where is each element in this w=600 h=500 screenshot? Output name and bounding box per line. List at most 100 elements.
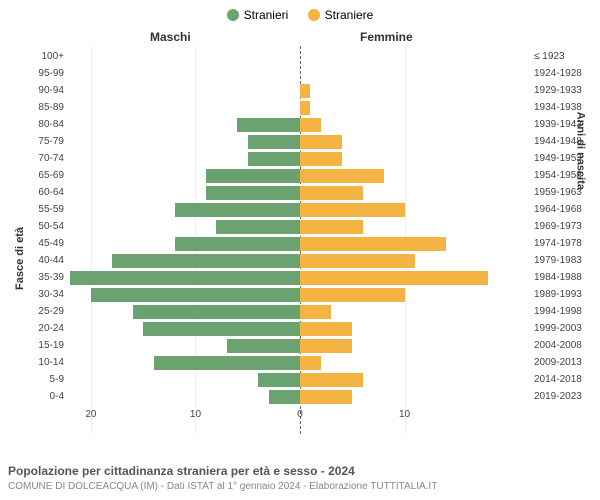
- pyramid-row: [70, 220, 530, 234]
- bar-female: [300, 288, 405, 302]
- y-label-right: 1974-1978: [534, 238, 596, 249]
- pyramid-row: [70, 169, 530, 183]
- y-label-right: 2004-2008: [534, 340, 596, 351]
- y-label-left: 0-4: [0, 391, 64, 402]
- bar-male: [237, 118, 300, 132]
- y-label-right: 1929-1933: [534, 85, 596, 96]
- bar-male: [143, 322, 300, 336]
- pyramid-row: [70, 186, 530, 200]
- bar-male: [133, 305, 300, 319]
- y-label-right: 2014-2018: [534, 374, 596, 385]
- y-label-left: 100+: [0, 51, 64, 62]
- y-label-left: 70-74: [0, 153, 64, 164]
- y-label-right: 1954-1958: [534, 170, 596, 181]
- bar-female: [300, 390, 352, 404]
- pyramid-row: [70, 390, 530, 404]
- bar-male: [112, 254, 300, 268]
- bar-female: [300, 322, 352, 336]
- column-header-female: Femmine: [360, 30, 413, 44]
- bar-female: [300, 101, 310, 115]
- bar-male: [269, 390, 300, 404]
- pyramid-row: [70, 101, 530, 115]
- pyramid-row: [70, 67, 530, 81]
- bar-female: [300, 339, 352, 353]
- bar-male: [248, 135, 300, 149]
- bar-female: [300, 220, 363, 234]
- y-label-right: 1979-1983: [534, 255, 596, 266]
- y-label-right: 2009-2013: [534, 357, 596, 368]
- y-label-left: 75-79: [0, 136, 64, 147]
- y-label-left: 10-14: [0, 357, 64, 368]
- bar-female: [300, 271, 488, 285]
- pyramid-row: [70, 305, 530, 319]
- pyramid-row: [70, 288, 530, 302]
- x-tick-label: 20: [85, 409, 96, 420]
- pyramid-row: [70, 373, 530, 387]
- bar-female: [300, 203, 405, 217]
- y-label-right: 1949-1953: [534, 153, 596, 164]
- y-label-left: 80-84: [0, 119, 64, 130]
- y-label-right: 2019-2023: [534, 391, 596, 402]
- plot-area: [70, 46, 530, 434]
- pyramid-row: [70, 322, 530, 336]
- bar-female: [300, 118, 321, 132]
- legend-label-female: Straniere: [325, 8, 374, 22]
- column-header-male: Maschi: [150, 30, 191, 44]
- y-label-left: 20-24: [0, 323, 64, 334]
- bar-female: [300, 254, 415, 268]
- bar-male: [154, 356, 300, 370]
- y-label-right: 1989-1993: [534, 289, 596, 300]
- y-label-left: 65-69: [0, 170, 64, 181]
- bar-male: [227, 339, 300, 353]
- bar-male: [91, 288, 300, 302]
- legend-label-male: Stranieri: [244, 8, 289, 22]
- pyramid-row: [70, 84, 530, 98]
- bar-male: [206, 186, 300, 200]
- bar-female: [300, 135, 342, 149]
- y-label-left: 30-34: [0, 289, 64, 300]
- y-label-left: 40-44: [0, 255, 64, 266]
- x-tick-label: 0: [297, 409, 303, 420]
- chart-title: Popolazione per cittadinanza straniera p…: [8, 464, 355, 478]
- y-label-right: 1924-1928: [534, 68, 596, 79]
- bar-male: [175, 237, 300, 251]
- pyramid-row: [70, 118, 530, 132]
- legend-swatch-female: [308, 9, 320, 21]
- pyramid-row: [70, 356, 530, 370]
- bar-female: [300, 373, 363, 387]
- bar-female: [300, 305, 331, 319]
- bar-female: [300, 169, 384, 183]
- y-label-right: 1944-1948: [534, 136, 596, 147]
- y-label-right: 1994-1998: [534, 306, 596, 317]
- legend-swatch-male: [227, 9, 239, 21]
- chart-subtitle: COMUNE DI DOLCEACQUA (IM) - Dati ISTAT a…: [8, 481, 437, 492]
- bar-female: [300, 356, 321, 370]
- bar-male: [258, 373, 300, 387]
- y-label-right: 1999-2003: [534, 323, 596, 334]
- y-label-right: 1969-1973: [534, 221, 596, 232]
- y-label-left: 5-9: [0, 374, 64, 385]
- bar-female: [300, 237, 446, 251]
- pyramid-row: [70, 152, 530, 166]
- bar-male: [206, 169, 300, 183]
- y-label-right: 1934-1938: [534, 102, 596, 113]
- y-label-right: 1939-1943: [534, 119, 596, 130]
- y-label-right: 1984-1988: [534, 272, 596, 283]
- bar-male: [216, 220, 300, 234]
- y-label-left: 85-89: [0, 102, 64, 113]
- y-label-left: 95-99: [0, 68, 64, 79]
- y-label-right: ≤ 1923: [534, 51, 596, 62]
- bar-female: [300, 152, 342, 166]
- bar-male: [70, 271, 300, 285]
- y-label-right: 1964-1968: [534, 204, 596, 215]
- bar-male: [248, 152, 300, 166]
- pyramid-row: [70, 135, 530, 149]
- legend: Stranieri Straniere: [0, 8, 600, 24]
- pyramid-row: [70, 50, 530, 64]
- pyramid-row: [70, 271, 530, 285]
- bar-male: [175, 203, 300, 217]
- y-label-left: 35-39: [0, 272, 64, 283]
- y-label-left: 55-59: [0, 204, 64, 215]
- chart-container: Stranieri Straniere Maschi Femmine Fasce…: [0, 0, 600, 500]
- y-label-left: 45-49: [0, 238, 64, 249]
